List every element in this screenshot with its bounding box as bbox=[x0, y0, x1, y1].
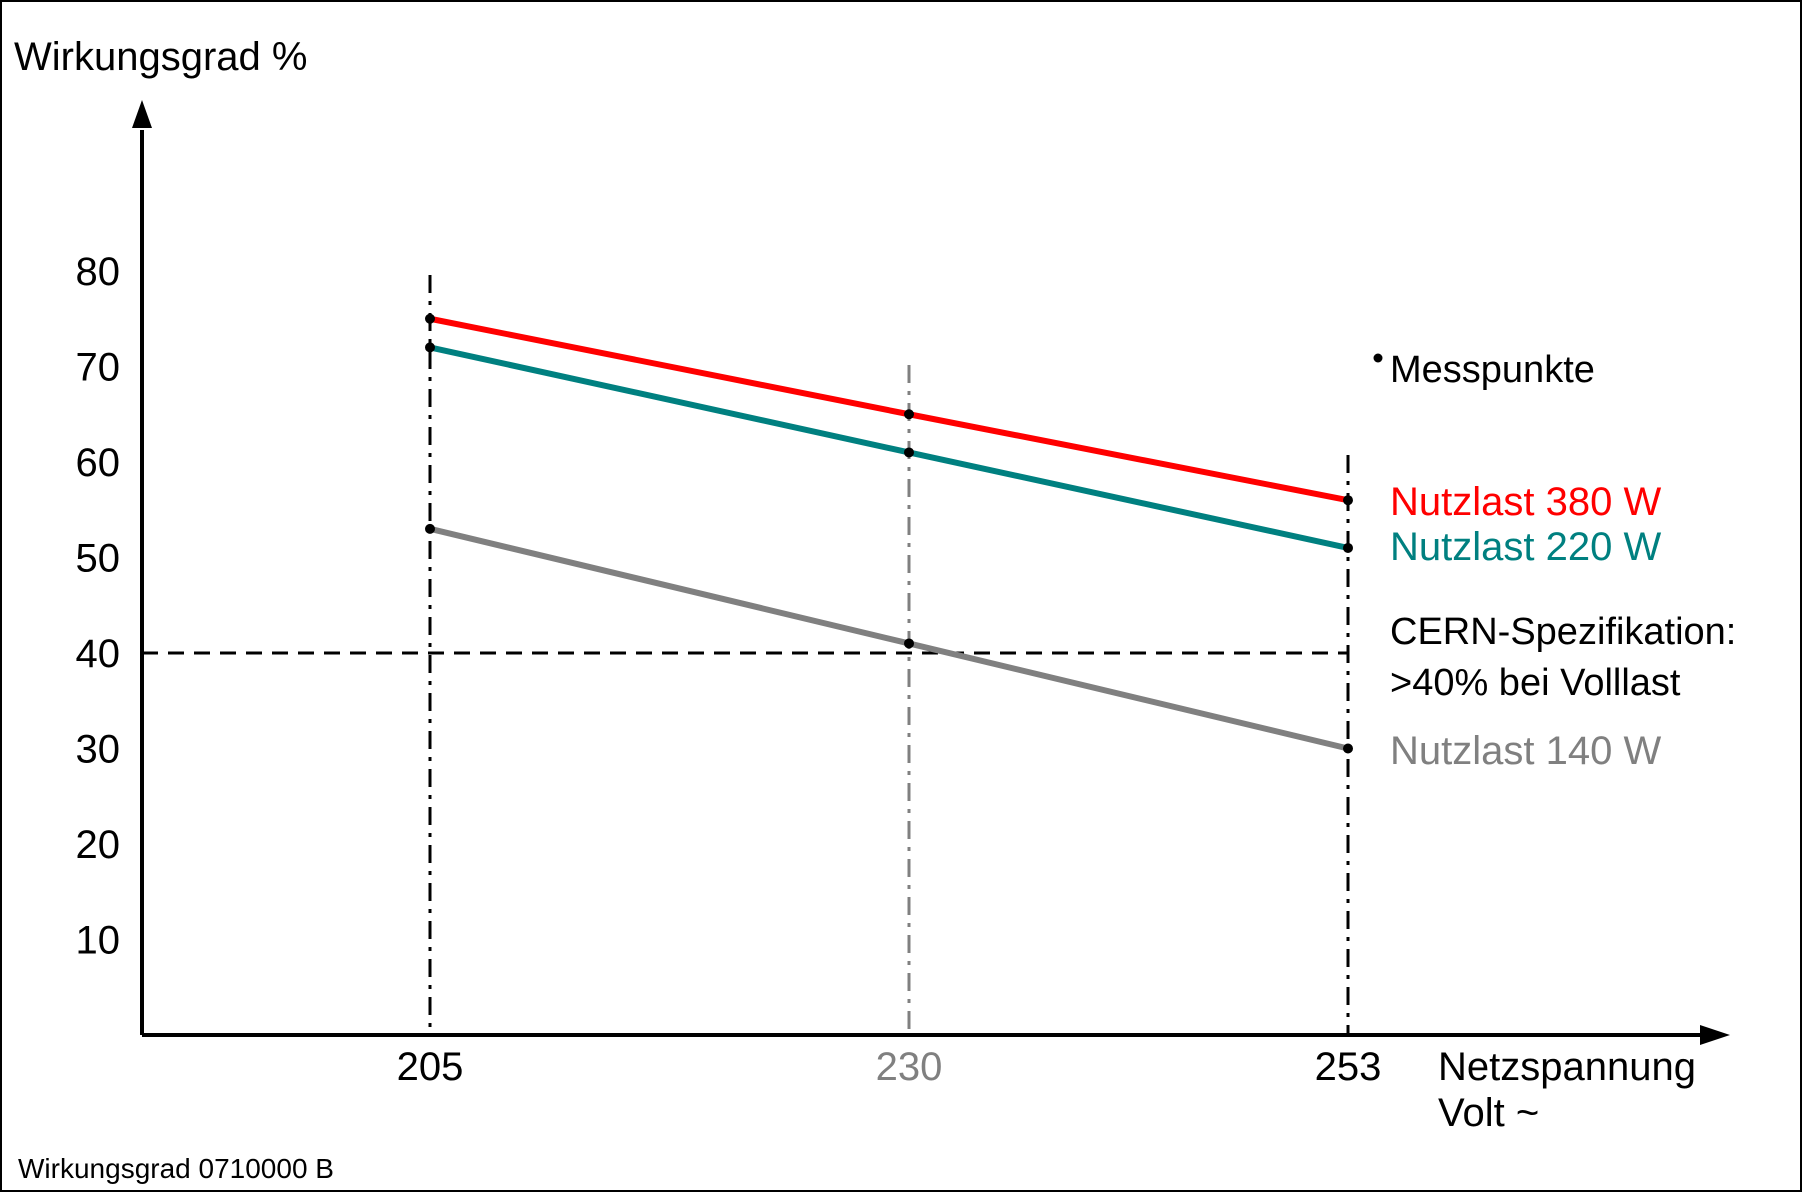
y-tick-label-10: 10 bbox=[76, 919, 121, 963]
x-tick-label-230: 230 bbox=[876, 1045, 943, 1089]
data-point-s2-x253 bbox=[1343, 542, 1353, 553]
series-line-2 bbox=[429, 344, 1349, 551]
data-point-s2-x205 bbox=[425, 342, 435, 353]
data-point-s2-x230 bbox=[904, 447, 914, 458]
messpunkte-legend-label: Messpunkte bbox=[1390, 349, 1595, 391]
y-tick-label-40: 40 bbox=[76, 632, 121, 676]
series-line-3 bbox=[429, 525, 1349, 752]
data-point-s3-x205 bbox=[425, 523, 435, 534]
series-layer bbox=[425, 313, 1353, 754]
y-tick-label-50: 50 bbox=[76, 537, 121, 581]
y-tick-label-80: 80 bbox=[76, 250, 121, 294]
x-axis-title-line-2: Volt ~ bbox=[1438, 1091, 1539, 1135]
data-point-s3-x230 bbox=[904, 638, 914, 649]
y-tick-label-20: 20 bbox=[76, 823, 121, 867]
footer-label: Wirkungsgrad 0710000 B bbox=[18, 1153, 334, 1184]
x-tick-label-205: 205 bbox=[397, 1045, 464, 1089]
series-line-1 bbox=[429, 315, 1349, 504]
x-tick-label-253: 253 bbox=[1315, 1045, 1382, 1089]
y-axis-arrow bbox=[132, 100, 152, 128]
y-tick-label-70: 70 bbox=[76, 346, 121, 390]
y-tick-label-60: 60 bbox=[76, 441, 121, 485]
data-point-s1-x253 bbox=[1343, 495, 1353, 506]
data-point-s3-x253 bbox=[1343, 743, 1353, 754]
legend-entry-2: Nutzlast 220 W bbox=[1390, 525, 1661, 569]
y-tick-label-30: 30 bbox=[76, 728, 121, 772]
y-tick-labels: 10 20 30 40 50 60 70 80 bbox=[76, 250, 121, 963]
legend-entry-1: Nutzlast 380 W bbox=[1390, 480, 1661, 524]
threshold-label-line-1: CERN-Spezifikation: bbox=[1390, 611, 1736, 653]
data-point-s1-x205 bbox=[425, 313, 435, 324]
x-tick-labels: 205 230 253 bbox=[397, 1045, 1382, 1089]
data-point-s1-x230 bbox=[904, 409, 914, 420]
legend-entry-3: Nutzlast 140 W bbox=[1390, 729, 1661, 773]
x-axis-title-line-1: Netzspannung bbox=[1438, 1045, 1696, 1089]
messpunkte-legend-marker bbox=[1373, 353, 1383, 363]
vertical-gridlines bbox=[428, 275, 1350, 1035]
threshold-label-line-2: >40% bei Volllast bbox=[1390, 662, 1681, 704]
y-axis-title: Wirkungsgrad % bbox=[14, 35, 307, 79]
axes bbox=[132, 100, 1730, 1045]
x-axis-arrow bbox=[1700, 1025, 1730, 1045]
